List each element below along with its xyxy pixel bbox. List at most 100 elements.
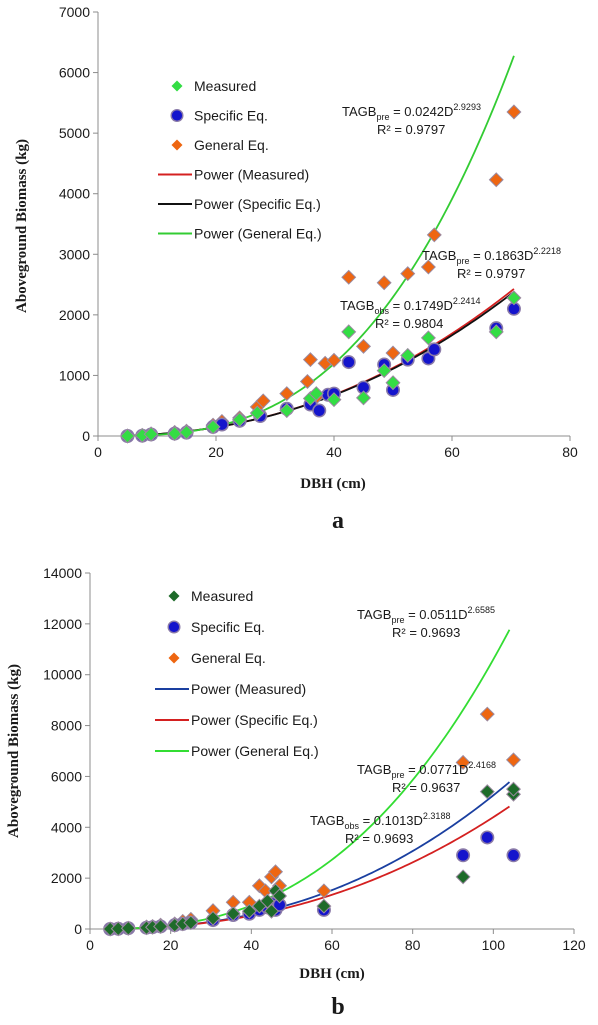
legend-marker xyxy=(168,652,180,664)
data-point xyxy=(488,172,504,188)
x-tick-label-a: 80 xyxy=(562,444,578,460)
equation-body: = 0.0511D xyxy=(404,607,467,622)
data-point xyxy=(232,412,248,428)
data-point xyxy=(316,898,332,914)
data-point xyxy=(183,915,199,931)
equation-subscript: pre xyxy=(376,112,389,122)
data-point xyxy=(427,342,442,357)
data-point xyxy=(255,393,271,409)
data-point xyxy=(263,903,280,919)
equation-exponent: 2.2218 xyxy=(533,246,561,256)
legend-label: Power (General Eq.) xyxy=(191,743,319,759)
data-point xyxy=(205,419,221,435)
equation-subscript: pre xyxy=(456,256,469,266)
data-point xyxy=(272,888,288,904)
data-point xyxy=(341,269,357,285)
equation-body: = 0.0771D xyxy=(404,762,468,777)
data-point xyxy=(249,405,265,421)
data-point xyxy=(385,345,401,361)
data-point xyxy=(355,338,372,354)
equation-text: TAGBpre = 0.0242D2.9293 xyxy=(342,102,481,122)
equation-text: TAGBobs = 0.1749D2.2414 xyxy=(340,296,480,316)
x-tick-label-a: 20 xyxy=(208,444,224,460)
legend-marker xyxy=(167,620,181,634)
x-tick-label-b: 20 xyxy=(163,937,179,953)
equation-body: = 0.1863D xyxy=(469,248,533,263)
data-point xyxy=(341,324,357,340)
y-axis-title-a: Aboveground Biomass (kg) xyxy=(14,139,30,313)
equation-exponent: 2.6585 xyxy=(467,605,495,615)
data-point xyxy=(506,104,522,120)
data-point xyxy=(308,386,324,402)
chart-panel-b: 0 2000 4000 6000 8000 10000 12000 14000 0 20 40 60 8… xyxy=(6,565,586,1020)
data-point xyxy=(341,355,356,370)
y-tick-label-a: 1000 xyxy=(59,367,90,383)
data-point xyxy=(355,390,372,406)
equation-exponent: 2.9293 xyxy=(453,102,481,112)
data-point xyxy=(178,424,195,440)
data-point xyxy=(505,752,522,768)
equation-subscript: pre xyxy=(391,615,404,625)
equation-base: TAGB xyxy=(342,104,376,119)
equation-base: TAGB xyxy=(422,248,456,263)
equation-exponent: 2.3188 xyxy=(423,811,451,821)
legend-label: General Eq. xyxy=(191,650,266,666)
y-tick-label-b: 10000 xyxy=(43,667,82,683)
equation-base: TAGB xyxy=(310,813,344,828)
data-point xyxy=(153,918,169,934)
legend-marker xyxy=(171,139,183,151)
legend-label: Power (Specific Eq.) xyxy=(194,196,321,212)
legend-label: Measured xyxy=(191,588,253,604)
data-point xyxy=(400,266,416,282)
legend-label: Power (Measured) xyxy=(194,167,309,183)
r-squared-text: R² = 0.9637 xyxy=(392,780,460,795)
data-point xyxy=(479,784,495,800)
legend-marker xyxy=(171,80,183,92)
r-squared-text: R² = 0.9804 xyxy=(375,316,443,331)
equation-text: TAGBpre = 0.0771D2.4168 xyxy=(357,760,496,780)
data-point xyxy=(488,324,504,340)
data-point xyxy=(426,227,442,243)
equation-subscript: obs xyxy=(374,306,389,316)
r-squared-text: R² = 0.9693 xyxy=(345,831,413,846)
legend-label: Power (Specific Eq.) xyxy=(191,712,318,728)
data-point xyxy=(316,883,332,899)
data-point xyxy=(326,352,342,368)
x-tick-label-a: 60 xyxy=(444,444,460,460)
legend-marker xyxy=(168,590,180,602)
equation-body: = 0.1013D xyxy=(359,813,423,828)
data-point xyxy=(506,848,521,863)
legend-label: Specific Eq. xyxy=(191,619,265,635)
x-tick-label-b: 120 xyxy=(562,937,586,953)
r-squared-text: R² = 0.9693 xyxy=(392,625,460,640)
data-point xyxy=(279,386,295,402)
data-point xyxy=(376,363,392,379)
equation-subscript: pre xyxy=(391,770,404,780)
equation-exponent: 2.4168 xyxy=(468,760,496,770)
x-axis-title-b: DBH (cm) xyxy=(299,966,364,982)
y-tick-label-a: 6000 xyxy=(59,65,90,81)
legend-label: Power (General Eq.) xyxy=(194,226,322,242)
legend-label: Specific Eq. xyxy=(194,108,268,124)
y-tick-label-b: 4000 xyxy=(51,819,82,835)
x-tick-label-b: 0 xyxy=(86,937,94,953)
data-point xyxy=(420,330,436,346)
x-axis-title-a: DBH (cm) xyxy=(300,476,365,492)
panel-label-a: a xyxy=(332,508,344,534)
data-point xyxy=(326,392,342,408)
equation-subscript: obs xyxy=(344,821,359,831)
data-point xyxy=(143,426,159,442)
data-point xyxy=(302,352,318,368)
data-point xyxy=(119,428,136,444)
data-point xyxy=(120,920,136,936)
equation-base: TAGB xyxy=(357,762,391,777)
y-tick-label-a: 7000 xyxy=(59,4,90,20)
y-tick-label-b: 14000 xyxy=(43,565,82,581)
equation-body: = 0.1749D xyxy=(389,298,453,313)
data-point xyxy=(479,706,495,722)
x-tick-label-a: 40 xyxy=(326,444,342,460)
data-point xyxy=(299,373,315,389)
